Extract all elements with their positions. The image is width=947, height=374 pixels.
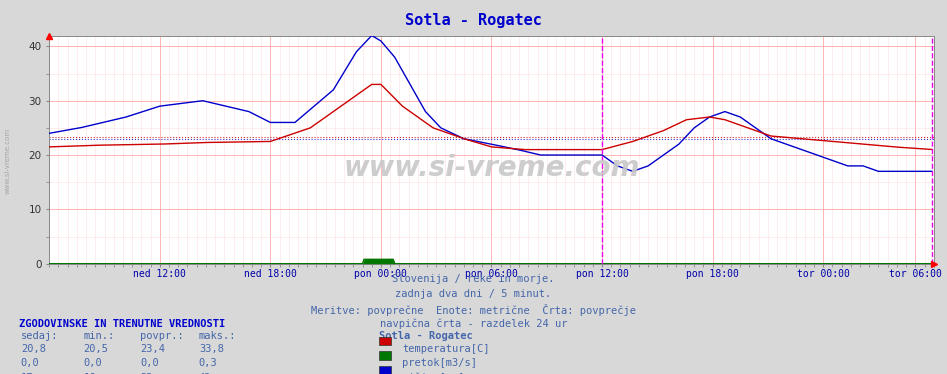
Text: zadnja dva dni / 5 minut.: zadnja dva dni / 5 minut. — [396, 289, 551, 299]
Text: sedaj:: sedaj: — [21, 331, 59, 341]
Text: 42: 42 — [199, 373, 211, 374]
Text: 33,8: 33,8 — [199, 344, 223, 354]
Text: www.si-vreme.com: www.si-vreme.com — [5, 128, 10, 194]
Text: 20,8: 20,8 — [21, 344, 45, 354]
Text: Sotla - Rogatec: Sotla - Rogatec — [405, 13, 542, 28]
Text: temperatura[C]: temperatura[C] — [402, 344, 490, 354]
Text: Meritve: povprečne  Enote: metrične  Črta: povprečje: Meritve: povprečne Enote: metrične Črta:… — [311, 304, 636, 316]
Text: pretok[m3/s]: pretok[m3/s] — [402, 358, 477, 368]
Text: 0,0: 0,0 — [83, 358, 102, 368]
Text: Sotla - Rogatec: Sotla - Rogatec — [379, 331, 473, 341]
Text: www.si-vreme.com: www.si-vreme.com — [343, 154, 640, 182]
Text: 23,4: 23,4 — [140, 344, 165, 354]
Text: ZGODOVINSKE IN TRENUTNE VREDNOSTI: ZGODOVINSKE IN TRENUTNE VREDNOSTI — [19, 319, 225, 329]
Text: 16: 16 — [83, 373, 96, 374]
Text: 0,0: 0,0 — [140, 358, 159, 368]
Text: 23: 23 — [140, 373, 152, 374]
Text: 20,5: 20,5 — [83, 344, 108, 354]
Text: 0,3: 0,3 — [199, 358, 218, 368]
Text: min.:: min.: — [83, 331, 115, 341]
Text: maks.:: maks.: — [199, 331, 237, 341]
Text: povpr.:: povpr.: — [140, 331, 184, 341]
Text: 17: 17 — [21, 373, 33, 374]
Text: 0,0: 0,0 — [21, 358, 40, 368]
Text: navpična črta - razdelek 24 ur: navpična črta - razdelek 24 ur — [380, 319, 567, 329]
Text: višina[cm]: višina[cm] — [402, 373, 465, 374]
Text: Slovenija / reke in morje.: Slovenija / reke in morje. — [392, 274, 555, 284]
